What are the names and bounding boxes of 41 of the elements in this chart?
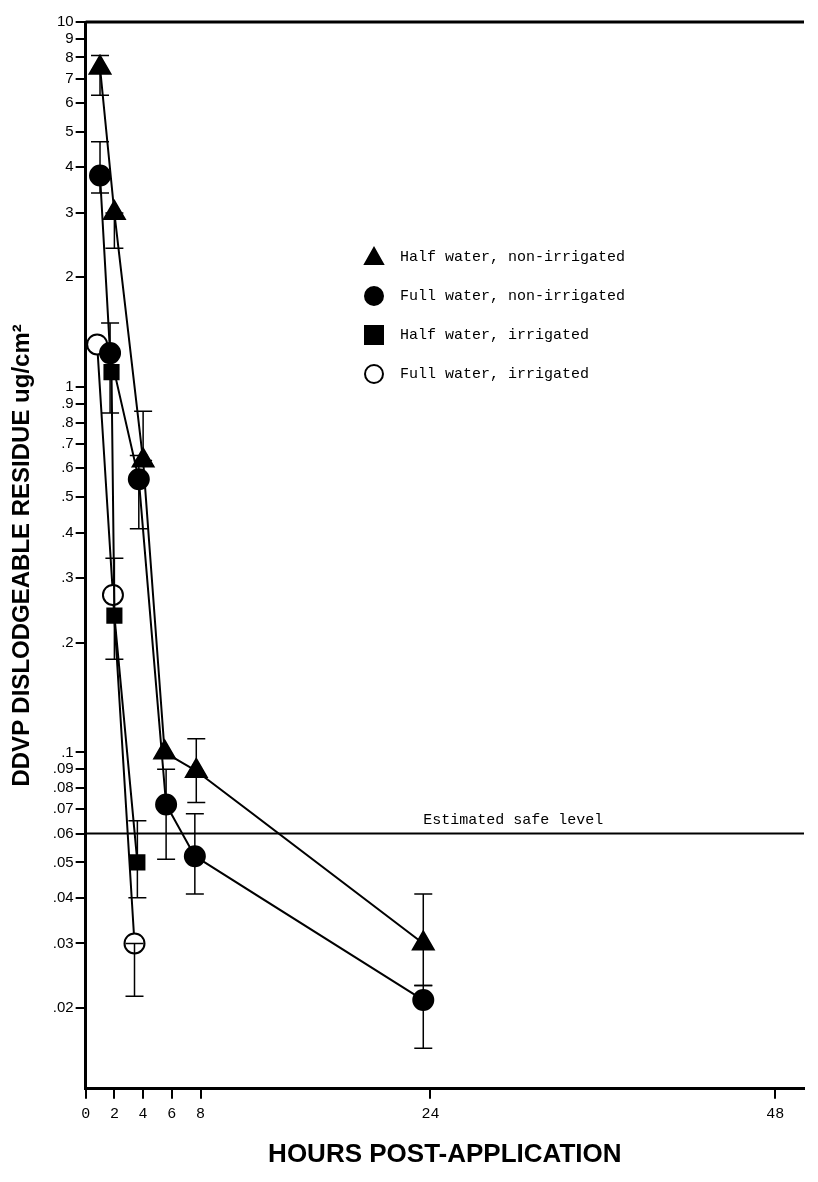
y-tick-label: 5 [65,122,74,140]
y-tick-label: .2 [61,632,74,650]
y-tick-label: .09 [52,759,74,777]
y-tick-label: .3 [61,568,74,586]
y-tick-label: .06 [52,823,74,841]
y-tick-label: .7 [61,433,74,451]
y-tick-label: .1 [61,742,74,760]
x-tick-label: 48 [766,1105,785,1123]
legend-label: Full water, non-irrigated [400,287,626,305]
y-tick-label: .6 [61,458,74,476]
y-tick-label: 8 [65,47,74,65]
y-tick-label: .03 [52,933,74,951]
y-tick-label: .05 [52,852,74,870]
x-tick-label: 24 [421,1105,440,1123]
y-tick-label: 10 [56,12,74,30]
x-tick-label: 4 [138,1105,148,1123]
legend-label: Half water, non-irrigated [400,248,626,266]
ref-line-label: Estimated safe level [423,811,604,829]
legend-label: Half water, irrigated [400,326,590,344]
y-axis-title: DDVP DISLODGEABLE RESIDUE ug/cm² [7,324,35,787]
x-tick-label: 2 [109,1105,119,1123]
y-tick-label: 2 [65,267,74,285]
y-tick-label: 1 [65,377,74,395]
x-tick-label: 6 [167,1105,177,1123]
y-tick-label: .07 [52,799,74,817]
legend-label: Full water, irrigated [400,365,590,383]
x-tick-label: 0 [81,1105,91,1123]
y-tick-label: .9 [61,394,74,412]
x-axis-title: HOURS POST-APPLICATION [268,1137,622,1168]
y-tick-label: .04 [52,887,74,905]
y-tick-label: 6 [65,93,74,111]
y-tick-label: .02 [52,997,74,1015]
y-tick-label: .8 [61,412,74,430]
y-tick-label: 7 [65,68,74,86]
y-tick-label: 4 [65,157,74,175]
y-tick-label: .5 [61,487,74,505]
y-tick-label: 3 [65,203,74,221]
y-tick-label: 9 [65,28,74,46]
y-tick-label: .08 [52,778,74,796]
y-tick-label: .4 [61,522,74,540]
x-tick-label: 8 [196,1105,206,1123]
